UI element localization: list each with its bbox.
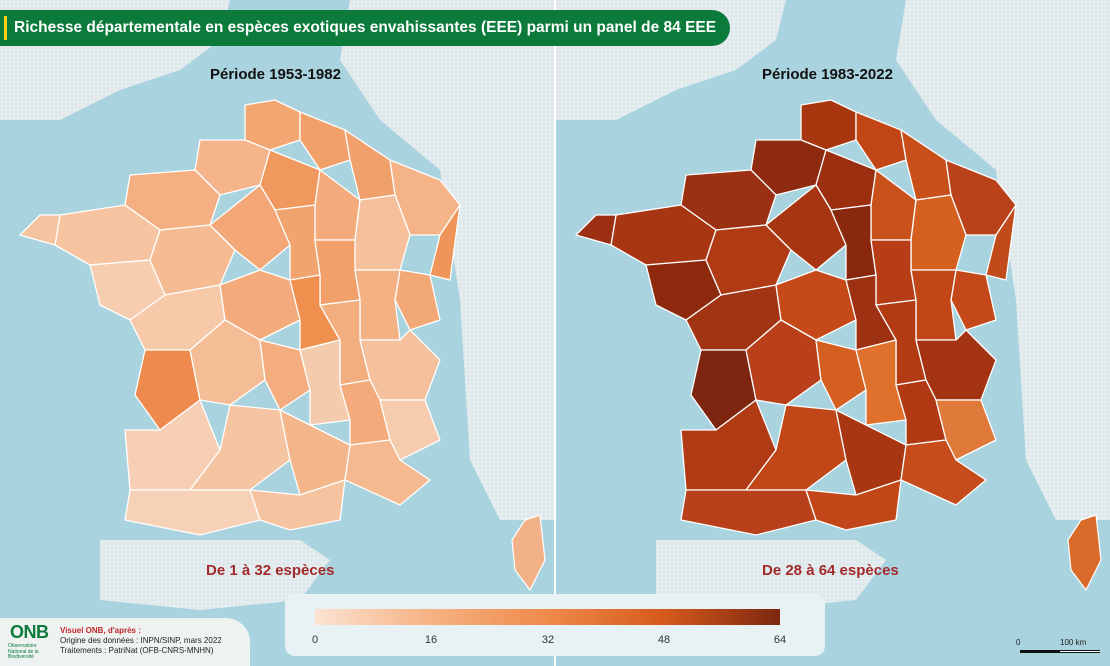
period-label-left: Période 1953-1982	[210, 66, 341, 83]
neighbor-land-spain	[100, 540, 330, 610]
corsica	[1067, 514, 1102, 592]
onb-logo-subtitle: Observatoire National de la Biodiversité	[8, 643, 39, 660]
neighbor-land-east	[340, 0, 554, 520]
france-departments	[19, 99, 461, 536]
credit-box: ONB Observatoire National de la Biodiver…	[0, 618, 250, 666]
legend-tick: 0	[311, 634, 319, 646]
scale-bar: 0 100 km	[1016, 638, 1100, 660]
legend-tick: 48	[657, 634, 671, 646]
panel-divider	[554, 0, 556, 666]
scale-zero: 0	[1016, 638, 1021, 647]
corsica	[511, 514, 546, 592]
neighbor-land-east	[896, 0, 1110, 520]
range-label-left: De 1 à 32 espèces	[206, 562, 335, 579]
legend-tick: 64	[773, 634, 787, 646]
credit-text: Visuel ONB, d'après : Origine des donnée…	[60, 626, 222, 656]
title-bar: Richesse départementale en espèces exoti…	[0, 10, 730, 46]
neighbor-land-spain	[656, 540, 886, 610]
legend: 0 16 32 48 64	[285, 594, 825, 656]
credit-visuel: Visuel ONB, d'après :	[60, 626, 141, 635]
credit-traitements: Traitements : PatriNat (OFB-CNRS-MNHN)	[60, 646, 214, 655]
legend-tick: 16	[424, 634, 438, 646]
legend-tick: 32	[541, 634, 555, 646]
range-label-right: De 28 à 64 espèces	[762, 562, 899, 579]
period-label-right: Période 1983-2022	[762, 66, 893, 83]
france-departments	[575, 99, 1017, 536]
credit-origine: Origine des données : INPN/SINP, mars 20…	[60, 636, 222, 645]
map-title: Richesse départementale en espèces exoti…	[14, 19, 717, 36]
scale-segment	[1060, 650, 1100, 653]
onb-logo: ONB	[10, 622, 49, 642]
scale-distance: 100 km	[1060, 638, 1087, 647]
map-svg-left	[0, 0, 554, 610]
map-panel-1953-1982	[0, 0, 554, 666]
legend-color-ramp	[315, 609, 780, 625]
